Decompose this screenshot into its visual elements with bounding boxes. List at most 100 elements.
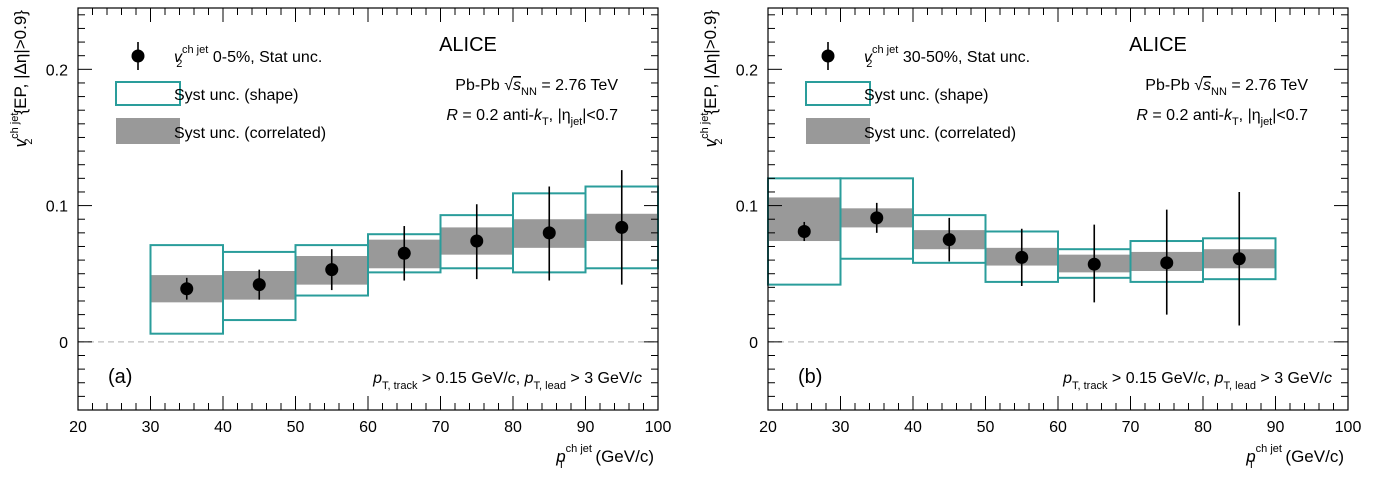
cut-p2-sub: T, lead [534,380,566,392]
x-label-sup: ch jet [1256,443,1282,455]
y-label-sub: 2 [23,139,35,145]
info2-d: |<0.7 [1272,107,1308,124]
cut-t3: > 3 GeV/ [1256,370,1325,387]
legend-corr-text: Syst unc. (correlated) [864,125,1016,142]
cut-p1-sub: T, track [382,380,418,392]
cut-t1: > 0.15 GeV/ [417,370,508,387]
collision-system-label: Pb-Pb √sNN = 2.76 TeV [1145,77,1308,98]
legend-corr-swatch [806,118,870,144]
legend-stat-marker [131,49,145,63]
x-tick-label: 60 [359,419,377,436]
jet-definition-label: R = 0.2 anti-kT, |ηjet|<0.7 [1136,107,1308,128]
x-tick-label: 40 [214,419,232,436]
info1-b: = 2.76 TeV [1227,77,1308,94]
legend-stat-sup: ch jet [182,44,208,56]
info2-csub: jet [570,116,583,128]
cut-p1: p [372,370,382,387]
y-label-symbol: v [701,137,720,147]
data-point [180,282,194,296]
cut-t1: > 0.15 GeV/ [1107,370,1198,387]
data-point [870,211,884,225]
legend-shape-label: Syst unc. (shape) [174,87,299,104]
legend-stat-label: vch jet 2 30-50%, Stat unc. [864,44,1030,70]
x-tick-label: 100 [645,419,672,436]
info2-b: = 0.2 anti- [458,107,534,124]
data-point [1232,252,1246,266]
x-tick-label: 20 [69,419,87,436]
info2-ksub: T [542,116,549,128]
legend-shape-text: Syst unc. (shape) [174,87,299,104]
data-point [1160,256,1174,270]
cut-p2: p [524,370,534,387]
y-tick-label: 0 [59,335,68,352]
legend-stat-sub: 2 [866,58,872,70]
data-point [797,224,811,238]
legend-corr-text: Syst unc. (correlated) [174,125,326,142]
info2-c: , |η [1239,107,1261,124]
legend-stat-symbol: v [864,49,873,66]
x-label-rest: (GeV/c) [591,447,654,466]
y-label-sub: 2 [713,139,725,145]
x-tick-label: 50 [977,419,995,436]
y-tick-label: 0.2 [736,62,758,79]
panel-label: (b) [798,366,822,388]
legend-corr-swatch [116,118,180,144]
panel-label-text: (b) [798,366,822,388]
x-tick-label: 90 [1267,419,1285,436]
cut-t3: > 3 GeV/ [566,370,635,387]
data-point [397,246,411,260]
legend-stat-sub: 2 [176,58,182,70]
experiment-label: ALICE [439,34,497,56]
x-tick-label: 40 [904,419,922,436]
cut-p1-sub: T, track [1072,380,1108,392]
x-tick-label: 50 [287,419,305,436]
y-tick-label: 0 [749,335,758,352]
info1-sub: NN [1211,86,1227,98]
experiment-text: ALICE [439,34,497,56]
cut-t2: , [516,370,525,387]
info2-c: , |η [549,107,571,124]
info1-sub: NN [521,86,537,98]
x-label-symbol: p [555,447,565,466]
experiment-label: ALICE [1129,34,1187,56]
cut-c1: c [1198,370,1206,387]
y-axis-label: vch jet2 {EP, |Δη|>0.9} [699,10,725,148]
info2-r: R [1136,107,1148,124]
info1-sqrt: √ [1194,77,1203,94]
data-point [542,226,556,240]
x-tick-label: 80 [1194,419,1212,436]
data-point [942,233,956,247]
x-tick-label: 30 [142,419,160,436]
x-tick-label: 70 [1122,419,1140,436]
info1-b: = 2.76 TeV [537,77,618,94]
legend-stat-marker [821,49,835,63]
panel-label: (a) [108,366,132,388]
info1-sqrt: √ [504,77,513,94]
data-point [325,263,339,277]
info1-s: s [513,77,521,94]
x-tick-label: 20 [759,419,777,436]
data-point [615,220,629,234]
x-label-sub: T [558,459,565,471]
y-label-sup: ch jet [699,113,711,139]
x-axis-label: pch jet T (GeV/c) [1245,443,1344,471]
track-cuts-label: pT, track > 0.15 GeV/c, pT, lead > 3 GeV… [1062,370,1332,392]
x-tick-label: 70 [432,419,450,436]
info2-b: = 0.2 anti- [1148,107,1224,124]
info2-k: k [534,107,543,124]
x-tick-label: 100 [1335,419,1362,436]
cut-c1: c [508,370,516,387]
legend-corr-label: Syst unc. (correlated) [174,125,326,142]
cut-p2-sub: T, lead [1224,380,1256,392]
y-tick-label: 0.1 [736,199,758,216]
legend-shape-label: Syst unc. (shape) [864,87,989,104]
info2-ksub: T [1232,116,1239,128]
cut-t2: , [1206,370,1215,387]
info2-r: R [446,107,458,124]
legend-stat-symbol: v [174,49,183,66]
x-label-rest: (GeV/c) [1281,447,1344,466]
data-point [1015,250,1029,264]
